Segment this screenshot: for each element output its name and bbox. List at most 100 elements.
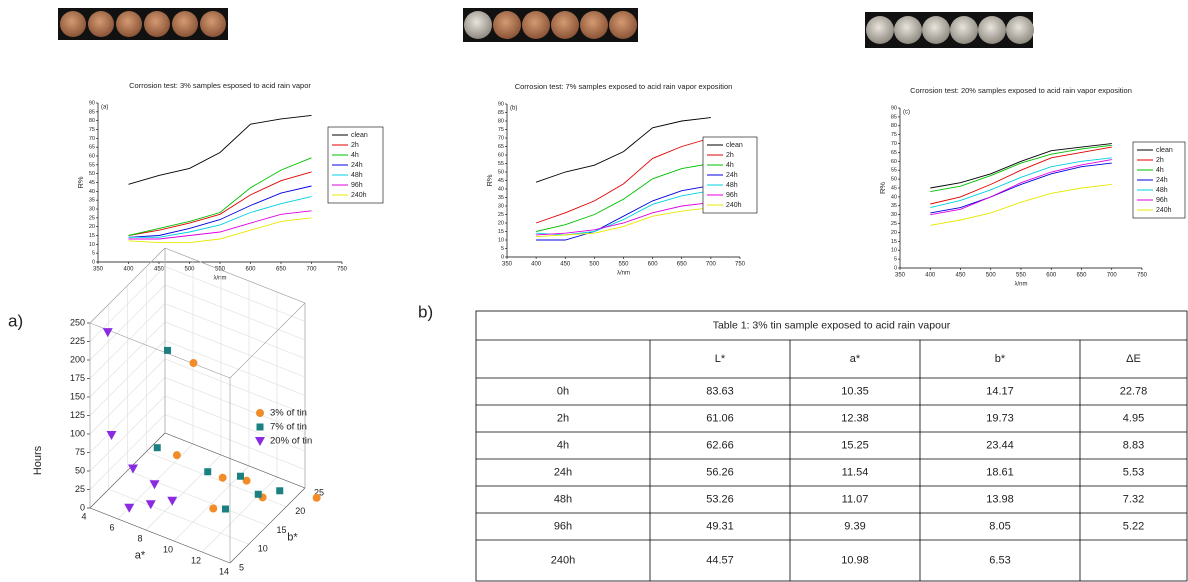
x-axis-label: λ/nm [213,276,226,282]
z-tick-label: 75 [75,447,85,457]
y-tick-label: 40 [498,186,504,192]
y-tick-label: 55 [891,168,897,174]
x-axis-label: λ/nm [1014,282,1027,288]
table-cell: 12.38 [841,412,869,424]
x-tick-label: 8 [137,533,142,543]
table-cell: 5.53 [1123,466,1144,478]
table-cell: 8.83 [1123,439,1144,451]
y-tick-label: 75 [89,127,95,133]
legend-label: 2h [351,142,359,149]
grid-line [165,267,305,322]
y-tick-label: 55 [498,161,504,167]
x-tick-label: 400 [531,262,542,268]
x-tick-label: 450 [154,267,165,273]
x-tick-label: 4 [81,511,86,521]
y-tick-label: 30 [89,206,95,212]
panel-label: b) [418,302,433,321]
y-tick-label: 80 [89,118,95,124]
table-cell: 61.06 [706,412,734,424]
legend-label: 24h [1156,177,1168,184]
table-cell: 15.25 [841,439,869,451]
y-tick-label: 80 [498,118,504,124]
x-tick-label: 6 [109,522,114,532]
y-tick-label: 25 [891,221,897,227]
table-header: L* [715,353,726,365]
legend-label: 240h [726,202,742,209]
y-tick-label: 5 [92,251,95,257]
photo-strip [865,12,1034,48]
legend-label: 24h [726,172,738,179]
y-tick-label: 35 [891,203,897,209]
chart-title: Corrosion test: 7% samples exposed to ac… [515,82,733,91]
y-tick-label: 10 [89,242,95,248]
y-tick-label: 70 [891,141,897,147]
table-cell: 11.07 [842,493,869,505]
x-tick-label: 450 [955,273,966,279]
z-tick-label: 175 [70,373,85,383]
y-axis-label: R% [485,174,494,186]
point [189,359,197,367]
table-cell: 96h [554,520,572,532]
x-tick-label: 550 [1016,273,1027,279]
photo-strip [463,8,638,42]
line-series [930,144,1112,188]
x-axis-label: λ/nm [617,271,630,277]
x-tick-label: 450 [560,262,571,268]
table-title: Table 1: 3% tin sample exposed to acid r… [713,319,951,331]
y-tick-label: 40 [89,189,95,195]
y-tick-label: 85 [891,114,897,120]
line-series [536,208,711,237]
table-cell: 24h [554,466,572,478]
y-tick-label: 20 [295,506,305,516]
y-tick-label: 85 [498,110,504,116]
box-edge [165,248,305,303]
y-tick-label: 45 [498,178,504,184]
line-series [129,186,312,237]
legend-label: 3% of tin [270,408,307,419]
grid-line [165,285,305,340]
y-tick-label: 20 [89,224,95,230]
y-tick-label: 25 [498,212,504,218]
y-tick-label: 10 [891,248,897,254]
line-series [129,115,312,184]
y-tick-label: 40 [891,194,897,200]
y-tick-label: 0 [501,254,504,260]
table-cell: 8.05 [989,520,1010,532]
x-tick-label: 350 [502,262,513,268]
y-tick-label: 60 [89,153,95,159]
y-tick-label: 5 [894,257,897,263]
x-tick-label: 550 [618,262,629,268]
x-tick-label: 350 [93,267,104,273]
z-tick-label: 125 [70,410,85,420]
x-tick-label: 600 [648,262,659,268]
y-tick-label: 60 [891,159,897,165]
y-tick-label: 45 [891,185,897,191]
table-cell: 11.54 [842,466,869,478]
legend-swatch [257,424,264,431]
y-tick-label: 65 [891,150,897,156]
figure: Corrosion test: 3% samples esposed to ac… [0,0,1188,582]
panel-label: a) [8,311,23,330]
y-tick-label: 75 [498,127,504,133]
table-cell: 83.63 [706,385,734,397]
photo-strip [58,8,228,40]
point [204,468,211,475]
point [219,474,227,482]
point [313,494,321,502]
point [103,328,113,337]
table-cell: 18.61 [986,466,1014,478]
x-tick-label: 750 [1137,273,1148,279]
legend-label: 20% of tin [270,436,312,447]
table-cell: 22.78 [1120,385,1148,397]
grid-line [165,322,305,377]
line-series [536,164,711,232]
line-series [536,191,711,235]
legend-label: 24h [351,162,363,169]
y-tick-label: 80 [891,123,897,129]
point [255,491,262,498]
x-tick-label: 650 [677,262,688,268]
z-tick-label: 100 [70,428,85,438]
x-tick-label: 650 [1076,273,1087,279]
table-cell: 5.22 [1123,520,1144,532]
y-tick-label: 15 [498,229,504,235]
